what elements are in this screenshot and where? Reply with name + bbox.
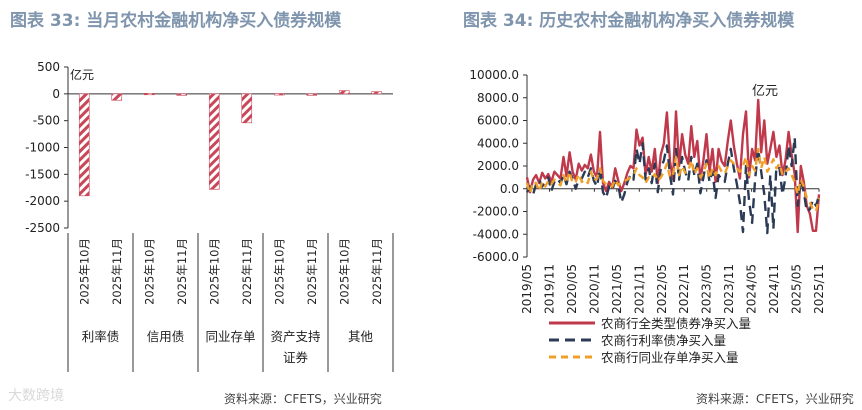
x-tick-label: 2025年11月 [240,238,254,305]
group-label: 资产支持 [270,329,320,344]
x-tick-label: 2023/11 [722,264,736,314]
unit-label: 亿元 [70,67,94,82]
chart-33-source: 资料来源：CFETS，兴业研究 [224,392,382,406]
x-tick-label: 2020/11 [587,264,601,314]
series-line-2 [525,147,821,213]
x-tick-label: 2020/05 [565,264,579,314]
x-tick-label: 2023/05 [700,264,714,314]
y-tick-label: 4000.0 [477,136,519,150]
y-tick-label: 500 [37,60,60,74]
x-tick-label: 2025年10月 [142,238,156,305]
y-tick-label: -1000 [25,141,60,155]
chart-33-title: 图表 33: 当月农村金融机构净买入债券规模 [10,11,342,31]
y-tick-label: -2000 [25,194,60,208]
x-tick-label: 2021/05 [610,264,624,314]
x-tick-label: 2022/11 [677,264,691,314]
y-tick-label: -500 [33,114,60,128]
x-tick-label: 2019/11 [542,264,556,314]
x-tick-label: 2022/05 [655,264,669,314]
bar [338,90,350,95]
y-tick-label: 0 [52,87,60,101]
group-label: 同业存单 [205,329,255,344]
y-tick-label: -2500 [25,221,60,235]
legend-label: 农商行利率债净买入量 [601,333,726,348]
y-tick-label: -4000.0 [473,227,519,241]
y-tick-label: 8000.0 [477,91,519,105]
x-tick-label: 2025/11 [812,264,826,314]
x-tick-label: 2025年10月 [77,238,91,305]
x-tick-label: 2025年10月 [207,238,221,305]
y-tick-label: -6000.0 [473,250,519,264]
y-tick-label: 10000.0 [469,68,519,82]
x-tick-label: 2025年11月 [110,238,124,305]
legend-label: 农商行全类型债券净买入量 [601,316,751,331]
y-tick-label: -2000.0 [473,205,519,219]
bar [371,91,383,95]
x-tick-label: 2025/05 [790,264,804,314]
x-tick-label: 2025年11月 [305,238,319,305]
x-tick-label: 2021/11 [632,264,646,314]
y-tick-label: 0.0 [500,182,519,196]
bar [78,93,90,197]
bar [176,93,188,96]
x-tick-label: 2025年11月 [370,238,384,305]
bar [241,93,253,124]
x-tick-label: 2025年11月 [175,238,189,305]
y-tick-label: 2000.0 [477,159,519,173]
group-label-cont: 证券 [283,350,309,365]
bar [306,93,318,96]
bar [273,93,285,96]
chart-34-title: 图表 34: 历史农村金融机构净买入债券规模 [463,11,795,31]
x-tick-label: 2024/11 [767,264,781,314]
group-label: 信用债 [147,329,185,344]
bar [111,93,123,101]
y-tick-label: -1500 [25,167,60,181]
chart-34-source: 资料来源：CFETS，兴业研究 [696,392,854,406]
legend-label: 农商行同业存单净买入量 [601,350,739,365]
group-label: 其他 [348,329,374,344]
x-tick-label: 2025年10月 [337,238,351,305]
watermark-logo: 大数跨境 [8,388,64,404]
x-tick-label: 2019/05 [520,264,534,314]
x-tick-label: 2024/05 [745,264,759,314]
y-tick-label: 6000.0 [477,114,519,128]
x-tick-label: 2025年10月 [272,238,286,305]
series-line-1 [525,136,821,235]
bar [208,93,220,190]
unit-label: 亿元 [752,84,778,99]
bar [143,92,155,96]
group-label: 利率债 [82,329,120,344]
